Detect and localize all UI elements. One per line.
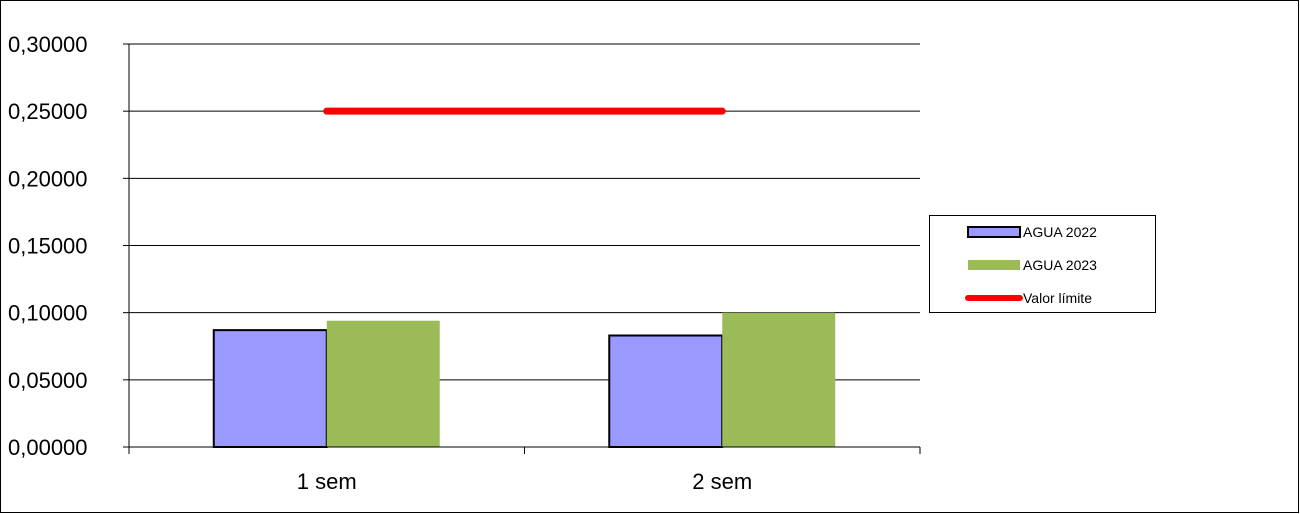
legend-swatch-agua-2023: [968, 260, 1020, 270]
axes: [128, 44, 921, 454]
bar-agua-2023: [326, 320, 440, 447]
y-tick-label: 0,20000: [8, 166, 88, 191]
legend: AGUA 2022 AGUA 2023 Valor límite: [929, 215, 1156, 313]
y-tick-label: 0,30000: [8, 32, 88, 57]
x-tick-label: 1 sem: [297, 469, 357, 494]
bar-agua-2022: [608, 334, 724, 448]
y-tick-label: 0,25000: [8, 99, 88, 124]
bar-agua-2022: [212, 329, 328, 449]
y-tick-label: 0,00000: [8, 435, 88, 460]
legend-swatch-agua-2022: [967, 226, 1021, 238]
x-tick-label: 2 sem: [692, 469, 752, 494]
legend-label-agua-2022: AGUA 2022: [1023, 224, 1097, 240]
y-axis-tick-labels: 0,00000 0,05000 0,10000 0,15000 0,20000 0,250…: [8, 32, 88, 460]
x-axis-tick-labels: 1 sem 2 sem: [297, 469, 752, 494]
y-tick-label: 0,05000: [8, 368, 88, 393]
bar-agua-2023: [722, 312, 836, 447]
y-tick-label: 0,10000: [8, 301, 88, 326]
bars: [212, 312, 836, 449]
y-tick-label: 0,15000: [8, 234, 88, 259]
legend-label-agua-2023: AGUA 2023: [1023, 257, 1097, 273]
legend-label-valor-límite: Valor límite: [1023, 290, 1092, 306]
